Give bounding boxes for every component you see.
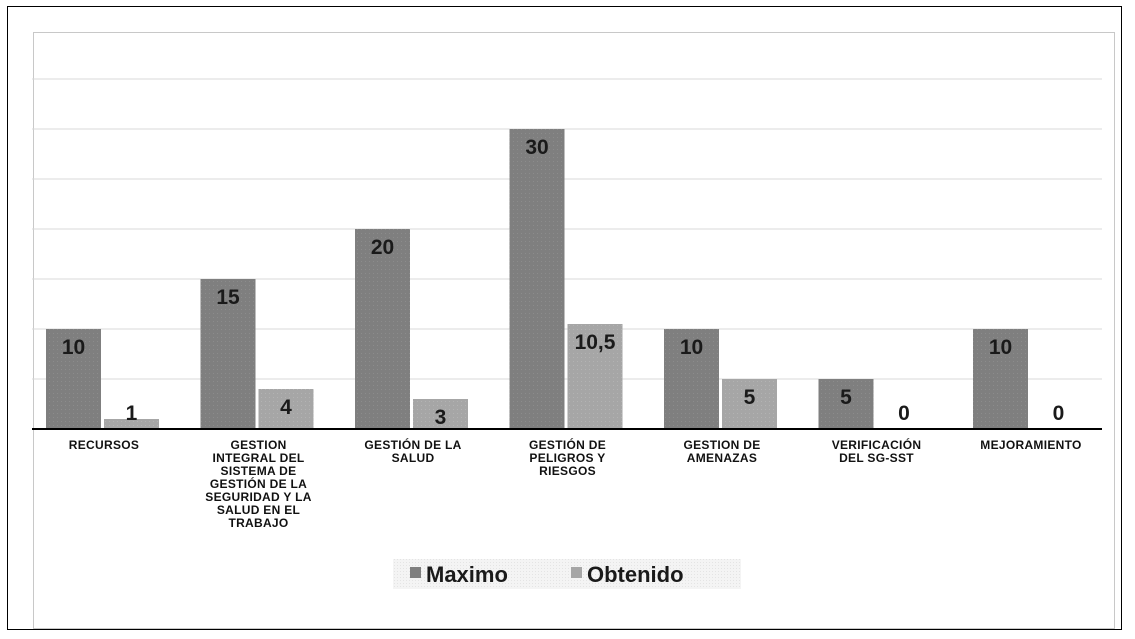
bar-obtenido-1 (258, 389, 314, 429)
bar-obtenido-2 (413, 399, 468, 429)
data-label-obtenido-5: 0 (898, 402, 910, 425)
data-label-obtenido-1: 4 (280, 396, 292, 419)
bar-maximo-4 (664, 329, 719, 429)
chart-frame (7, 6, 1122, 630)
gridlines (32, 78, 1102, 380)
category-label-4: GESTION DE AMENAZAS (683, 438, 760, 465)
data-label-obtenido-2: 3 (435, 406, 447, 429)
bar-obtenido-4 (722, 379, 777, 429)
bar-maximo-2 (355, 229, 410, 429)
data-label-maximo-3: 30 (525, 136, 548, 159)
bar-maximo-6 (973, 329, 1028, 429)
bar-obtenido-0 (104, 419, 159, 429)
bar-obtenido-3 (567, 324, 623, 429)
legend: Maximo Obtenido (393, 559, 741, 589)
bars: 10 15 20 30 10 5 10 1 4 3 10,5 5 0 0 (46, 129, 1064, 429)
bar-maximo-5 (818, 379, 874, 429)
bar-maximo-0 (46, 329, 101, 429)
category-label-5: VERIFICACIÓN DEL SG-SST (832, 437, 922, 465)
data-label-maximo-4: 10 (680, 336, 703, 359)
category-label-6: MEJORAMIENTO (980, 438, 1081, 452)
data-label-maximo-1: 15 (216, 286, 240, 309)
bar-maximo-3 (509, 129, 565, 429)
data-label-obtenido-6: 0 (1053, 402, 1065, 425)
data-label-maximo-2: 20 (371, 236, 394, 259)
data-label-maximo-6: 10 (989, 336, 1012, 359)
data-label-maximo-5: 5 (840, 386, 852, 409)
data-label-obtenido-3: 10,5 (575, 331, 616, 354)
category-label-0: RECURSOS (69, 438, 139, 452)
data-label-obtenido-4: 5 (744, 386, 756, 409)
category-label-1: GESTION INTEGRAL DEL SISTEMA DE GESTIÓN DE … (205, 438, 311, 530)
legend-swatch-obtenido (571, 567, 582, 578)
legend-swatch-maximo (410, 567, 421, 578)
data-label-maximo-0: 10 (62, 336, 85, 359)
data-label-obtenido-0: 1 (126, 402, 138, 425)
legend-box (393, 559, 741, 589)
category-label-2: GESTIÓN DE LA SALUD (364, 437, 461, 465)
category-label-3: GESTIÓN DE PELIGROS Y RIESGOS (529, 437, 606, 478)
legend-label-obtenido: Obtenido (587, 562, 684, 587)
legend-label-maximo: Maximo (426, 562, 508, 587)
bar-maximo-1 (200, 279, 256, 429)
category-labels: RECURSOS GESTION INTEGRAL DEL SISTEMA DE GES… (69, 437, 1082, 530)
